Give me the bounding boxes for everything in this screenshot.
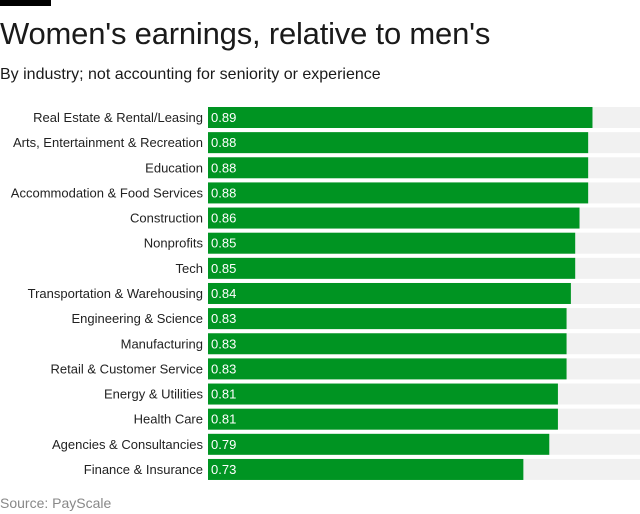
- data-label: 0.81: [211, 387, 236, 402]
- bar: [208, 257, 576, 279]
- bar: [208, 358, 567, 380]
- data-label: 0.81: [211, 412, 236, 427]
- category-label: Transportation & Warehousing: [28, 286, 203, 301]
- category-label: Retail & Customer Service: [51, 361, 203, 376]
- category-label: Nonprofits: [144, 236, 204, 251]
- bar: [208, 408, 558, 430]
- category-label: Health Care: [134, 412, 203, 427]
- category-label: Arts, Entertainment & Recreation: [13, 135, 203, 150]
- chart-source: Source: PayScale: [0, 495, 112, 511]
- data-label: 0.73: [211, 462, 236, 477]
- bar: [208, 157, 589, 179]
- category-label: Accommodation & Food Services: [11, 185, 204, 200]
- category-label: Construction: [130, 211, 203, 226]
- chart-subtitle: By industry; not accounting for seniorit…: [0, 66, 381, 83]
- bar: [208, 182, 589, 204]
- data-label: 0.85: [211, 236, 236, 251]
- category-label: Agencies & Consultancies: [52, 437, 204, 452]
- bar: [208, 308, 567, 330]
- category-label: Energy & Utilities: [104, 387, 203, 402]
- data-label: 0.88: [211, 135, 236, 150]
- category-label: Finance & Insurance: [84, 462, 203, 477]
- bar: [208, 433, 550, 455]
- data-label: 0.83: [211, 361, 236, 376]
- data-label: 0.88: [211, 160, 236, 175]
- bar: [208, 333, 567, 355]
- data-label: 0.83: [211, 336, 236, 351]
- bar: [208, 132, 589, 154]
- category-label: Tech: [176, 261, 203, 276]
- category-label: Manufacturing: [121, 336, 203, 351]
- bar: [208, 107, 593, 128]
- category-label: Real Estate & Rental/Leasing: [33, 110, 203, 125]
- chart-title: Women's earnings, relative to men's: [0, 16, 491, 51]
- bar: [208, 282, 571, 304]
- category-label: Education: [145, 160, 203, 175]
- data-label: 0.89: [211, 110, 236, 125]
- data-label: 0.86: [211, 211, 236, 226]
- bar: [208, 383, 558, 405]
- data-label: 0.79: [211, 437, 236, 452]
- bar: [208, 232, 576, 254]
- bar: [208, 207, 580, 229]
- data-label: 0.83: [211, 311, 236, 326]
- data-label: 0.88: [211, 185, 236, 200]
- bar: [208, 458, 524, 480]
- data-label: 0.85: [211, 261, 236, 276]
- header-accent-bar: [0, 0, 51, 6]
- category-label: Engineering & Science: [71, 311, 203, 326]
- data-label: 0.84: [211, 286, 236, 301]
